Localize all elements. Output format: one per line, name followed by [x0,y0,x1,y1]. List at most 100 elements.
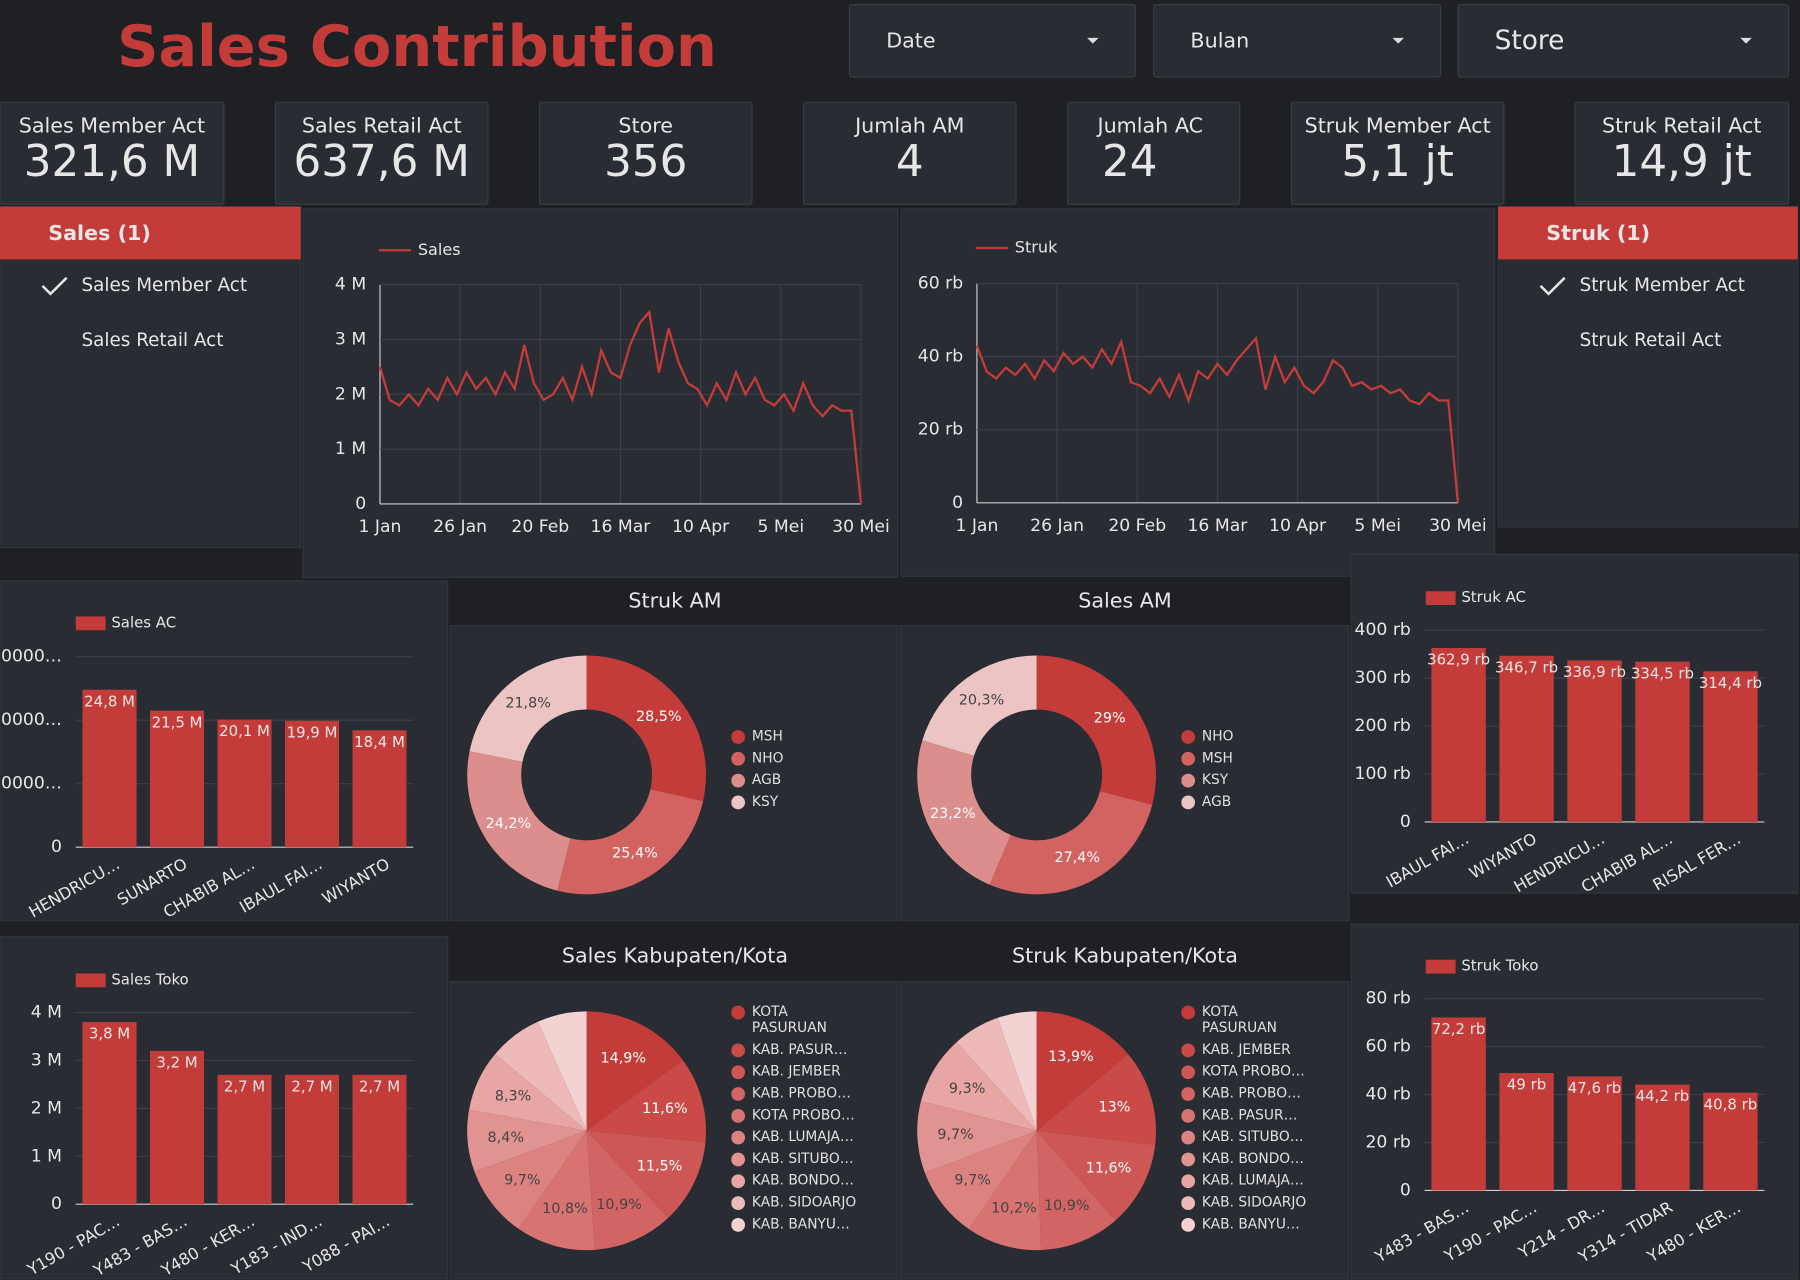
legend-item: KAB. SIDOARJO [1181,1194,1310,1210]
dropdown-arrow[interactable] [1392,37,1404,44]
legend: KOTA PASURUAN KAB. JEMBER KOTA PROBO… KAB. … [1181,1003,1310,1232]
legend-swatch [731,1065,746,1080]
bar-value-label: 3,8 M [89,1025,130,1043]
legend-label: KAB. LUMAJA… [1201,1172,1304,1189]
y-tick-label: 0 [355,494,366,514]
legend-label: NHO [751,749,784,766]
slice-label: 21,8% [505,695,551,711]
selector-header [0,206,301,260]
y-tick-label: 20 rb [1365,1133,1410,1153]
selector-option[interactable]: Sales Member Act [41,275,248,296]
check-mark[interactable] [41,276,68,296]
slice-label: 10,9% [596,1197,642,1213]
check-mark[interactable] [1539,276,1566,296]
legend-swatch [1181,1196,1196,1210]
bar [217,719,272,848]
legend-swatch [731,1087,746,1101]
kpi-value: 356 [604,137,687,187]
pie-slice [537,1011,587,1131]
kpi-label: Jumlah AC [1095,113,1203,137]
bar-value-label: 49 rb [1507,1076,1546,1094]
x-tick-label: 30 Mei [1429,516,1487,536]
y-tick-label: 100 rb [1355,764,1411,784]
filter-dropdown[interactable]: Bulan [1153,4,1442,78]
filter-dropdown[interactable]: Date [848,4,1136,78]
x-tick-label: 30 Mei [832,517,890,537]
kpi-label: Sales Member Act [19,113,205,137]
dropdown-label[interactable]: Date [886,28,935,52]
y-tick-label: 20000… [0,710,62,730]
option-label[interactable]: Sales Member Act [82,275,248,296]
kpi-card [1067,101,1241,205]
x-tick-label: 5 Mei [757,517,804,537]
y-tick-label: 40 rb [1365,1085,1410,1105]
selector-option[interactable]: Sales Retail Act [82,330,224,351]
x-tick-label: 20 Feb [1108,516,1166,536]
legend-item: MSH [1181,750,1310,766]
y-tick-label: 60 rb [1365,1037,1410,1057]
bar [217,1074,272,1205]
y-tick-label: 0 [1400,812,1411,832]
option-label[interactable]: Struk Retail Act [1580,330,1722,351]
y-tick-label: 30000… [0,647,62,667]
bar [1567,1076,1622,1191]
legend-swatch [1181,1005,1196,1020]
selector-option[interactable]: Struk Member Act [1539,275,1745,296]
legend-swatch [1181,1218,1196,1232]
slice-label: 28,5% [636,709,682,725]
legend-swatch [1181,730,1196,744]
legend-swatch [1181,751,1196,766]
legend-label: KAB. JEMBER [1201,1041,1291,1058]
pie-slice [1036,1130,1116,1251]
legend-item: KAB. SIDOARJO [731,1194,860,1210]
y-tick-label: 1 M [31,1146,62,1166]
kpi-card [802,101,1017,205]
legend-item: KSY [731,793,860,810]
bar [1635,1084,1690,1191]
bar-value-label: 40,8 rb [1704,1095,1758,1113]
pie-slice [586,1130,706,1218]
x-tick-label: 26 Jan [1030,516,1084,536]
option-label[interactable]: Sales Retail Act [82,330,224,351]
pie-slice [956,1017,1037,1131]
legend-list: NHO MSH KSY AGB [1181,728,1330,810]
legend-swatch [731,1005,746,1020]
legend-item: KAB. SITUBO… [731,1150,860,1167]
kpi-value: 14,9 jt [1612,137,1752,187]
legend-swatch [1181,1174,1196,1189]
bar [285,1074,340,1205]
pie-slice [586,1130,669,1250]
legend-swatch [731,751,746,766]
y-tick-label: 0 [1400,1180,1411,1200]
option-label[interactable]: Struk Member Act [1580,275,1745,296]
legend-label: KAB. PROBO… [1201,1084,1301,1101]
dropdown-label[interactable]: Bulan [1190,28,1249,52]
dropdown-arrow[interactable] [1740,37,1752,44]
legend-swatch [1425,959,1456,974]
x-tick-label: 5 Mei [1354,516,1401,536]
selector-header [1498,206,1798,260]
legend-label: KAB. LUMAJA… [751,1128,854,1145]
slice-label: 10,2% [991,1201,1037,1217]
dropdown-label[interactable]: Store [1495,25,1565,56]
pie-slice [467,1109,587,1172]
legend-label: KOTA PROBO… [1201,1063,1305,1080]
line-series [975,335,1460,503]
selector-option[interactable]: Struk Retail Act [1580,330,1722,351]
dropdown-arrow[interactable] [1087,37,1099,44]
filter-dropdown[interactable]: Store [1457,4,1790,78]
pie-slice [469,655,587,762]
pie-slice [920,1042,1037,1131]
dropdown-box[interactable] [1457,4,1790,78]
bar-value-label: 20,1 M [219,722,270,740]
slice-label: 9,7% [937,1127,973,1143]
legend-label: KAB. PASUR… [751,1041,848,1058]
legend-label: KAB. BONDO… [751,1172,854,1189]
legend-item: AGB [731,771,860,788]
dropdown-box[interactable] [848,4,1136,78]
x-tick-label: 1 Jan [955,516,998,536]
dropdown-box[interactable] [1153,4,1442,78]
slice-label: 13% [1098,1100,1130,1116]
